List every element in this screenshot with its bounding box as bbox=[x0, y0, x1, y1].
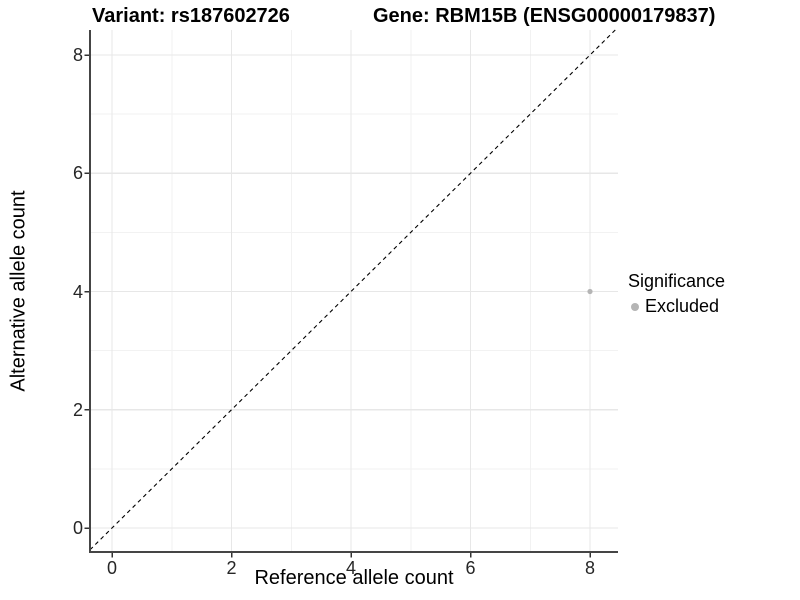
y-tick-label: 0 bbox=[72, 518, 83, 538]
variant-title: Variant: rs187602726 bbox=[92, 5, 290, 27]
legend-title: Significance bbox=[628, 271, 726, 291]
x-axis-label: Reference allele count bbox=[254, 567, 454, 589]
excluded-marker-icon bbox=[631, 302, 639, 311]
x-tick-label: 0 bbox=[106, 558, 117, 578]
y-tick-label: 6 bbox=[72, 163, 83, 184]
x-tick-label: 8 bbox=[584, 558, 595, 578]
x-tick-label: 2 bbox=[226, 558, 237, 578]
identity-dashed-line bbox=[89, 29, 616, 551]
legend-item-label: Excluded bbox=[645, 296, 720, 316]
x-tick-label: 4 bbox=[345, 558, 356, 578]
x-tick-label: 6 bbox=[465, 558, 476, 578]
legend-item-excluded: Excluded bbox=[631, 296, 725, 317]
y-tick-label: 8 bbox=[72, 45, 83, 65]
y-axis-label: Alternative allele count bbox=[7, 190, 30, 392]
y-tick-label: 2 bbox=[72, 399, 83, 420]
y-tick-label: 4 bbox=[72, 281, 83, 302]
data-point bbox=[587, 288, 593, 295]
legend: Significance Excluded bbox=[628, 271, 725, 317]
gene-title: Gene: RBM15B (ENSG00000179837) bbox=[373, 5, 716, 27]
